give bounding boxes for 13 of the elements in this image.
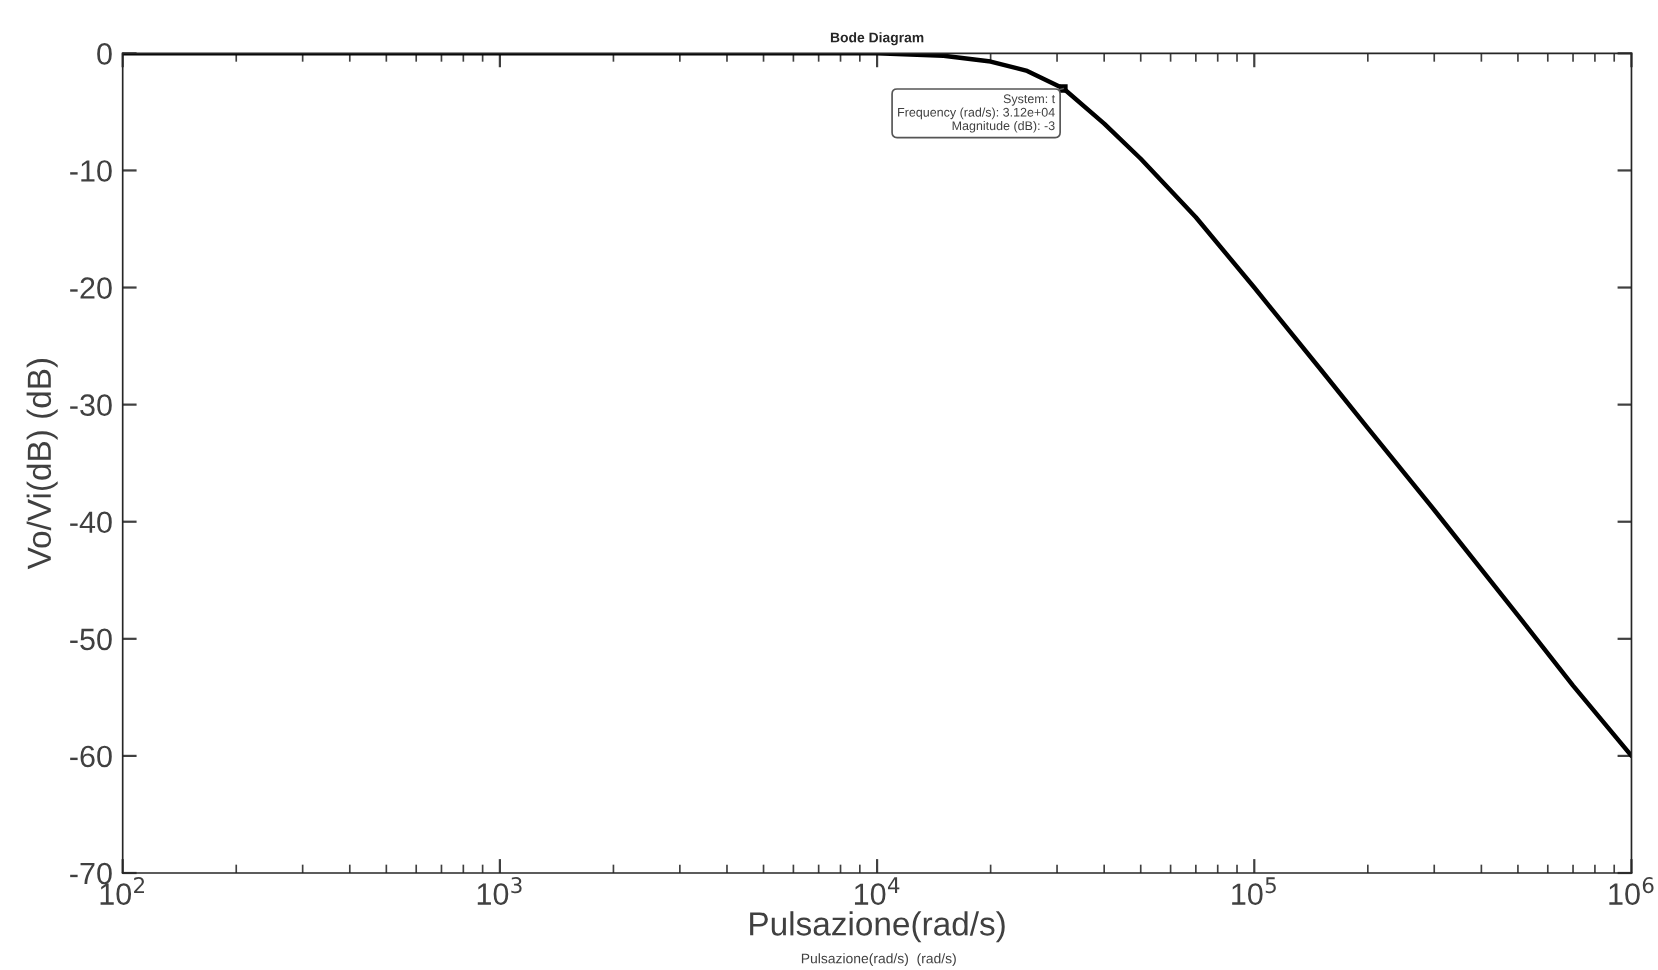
- y-tick-label: -10: [70, 160, 112, 182]
- y-tick-label: -40: [70, 511, 112, 534]
- x-tick-label: 10$^{4}$: [854, 877, 900, 905]
- x-tick-label: 10$^{6}$: [1609, 877, 1654, 905]
- x-axis-title: Pulsazione(rad/s): [750, 911, 1005, 943]
- y-axis-title: Vo/Vi(dB) (dB): [26, 359, 58, 570]
- x-tick-label: 10$^{5}$: [1232, 877, 1276, 905]
- y-tick-label: 0: [97, 43, 112, 65]
- y-tick-label: -60: [70, 745, 112, 768]
- y-tick-label: -30: [70, 394, 112, 416]
- x-tick-label: 10$^{3}$: [477, 877, 522, 905]
- y-tick-label: -50: [70, 628, 112, 651]
- y-tick-label: -20: [70, 277, 112, 299]
